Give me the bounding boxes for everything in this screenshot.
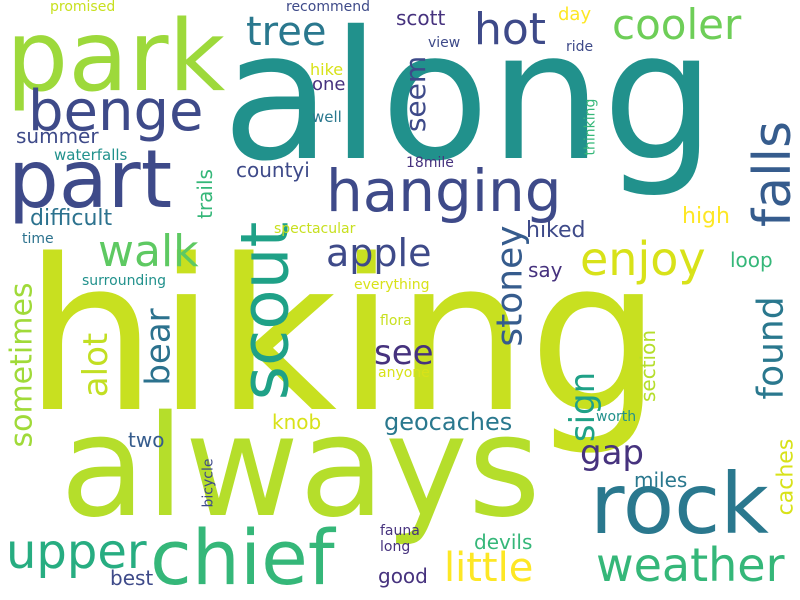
word-gap: gap [580, 433, 644, 473]
word-promised: promised [50, 0, 116, 15]
word-tree: tree [246, 9, 327, 55]
word-part: part [8, 133, 173, 226]
word-long: long [380, 539, 411, 555]
word-loop: loop [730, 248, 773, 272]
word-sign: sign [563, 371, 604, 443]
word-knob: knob [272, 410, 322, 434]
word-scott: scott [396, 6, 446, 30]
word-ride: ride [566, 39, 594, 55]
word-18mile: 18mile [406, 155, 454, 171]
word-time: time [22, 231, 54, 247]
word-benge: benge [28, 79, 204, 144]
word-well: well [312, 108, 342, 126]
word-upper: upper [6, 524, 147, 580]
word-bicycle: bicycle [200, 458, 217, 508]
word-hike: hike [310, 60, 344, 79]
word-flora: flora [380, 313, 412, 329]
word-always: always [60, 386, 541, 549]
word-rock: rock [590, 455, 769, 553]
word-found: found [750, 296, 792, 400]
word-best: best [110, 566, 154, 590]
word-chief: chief [150, 513, 335, 600]
word-little: little [444, 545, 534, 591]
word-recommend: recommend [286, 0, 370, 15]
word-fauna: fauna [380, 523, 420, 539]
word-view: view [428, 35, 461, 51]
word-countyi: countyi [236, 158, 310, 182]
word-cooler: cooler [612, 0, 742, 49]
word-see: see [374, 333, 434, 373]
word-spectacular: spectacular [274, 221, 356, 237]
word-one: one [312, 74, 346, 95]
word-seem: seem [399, 55, 433, 133]
word-miles: miles [634, 468, 688, 492]
word-stoney: stoney [489, 225, 531, 347]
word-sometimes: sometimes [4, 282, 40, 448]
word-trails: trails [192, 169, 217, 219]
word-park: park [6, 0, 226, 114]
word-section: section [636, 329, 661, 403]
word-anyone: anyone [378, 365, 430, 381]
word-hiked: hiked [526, 218, 586, 243]
word-difficult: difficult [30, 206, 113, 231]
word-falls: falls [743, 120, 800, 228]
word-hiking: hiking [24, 214, 662, 459]
word-weather: weather [596, 538, 785, 592]
word-waterfalls: waterfalls [54, 146, 128, 164]
word-two: two [128, 428, 165, 452]
word-good: good [378, 564, 428, 588]
word-thinking: thinking [582, 98, 599, 156]
word-devils: devils [474, 530, 533, 554]
word-scout: scout [226, 221, 304, 401]
word-geocaches: geocaches [384, 408, 513, 436]
word-enjoy: enjoy [580, 232, 706, 286]
word-apple: apple [326, 231, 432, 275]
word-hot: hot [474, 4, 547, 55]
word-summer: summer [16, 124, 99, 148]
word-hanging: hanging [326, 157, 562, 225]
word-alot: alot [76, 332, 117, 398]
word-caches: caches [773, 438, 799, 516]
word-high: high [682, 204, 730, 229]
word-worth: worth [596, 409, 637, 425]
word-surrounding: surrounding [82, 273, 166, 289]
word-bear: bear [138, 308, 179, 386]
word-walk: walk [98, 226, 199, 277]
word-day: day [558, 4, 592, 25]
word-along: along [222, 0, 716, 200]
word-say: say [528, 258, 563, 282]
word-everything: everything [354, 277, 430, 293]
